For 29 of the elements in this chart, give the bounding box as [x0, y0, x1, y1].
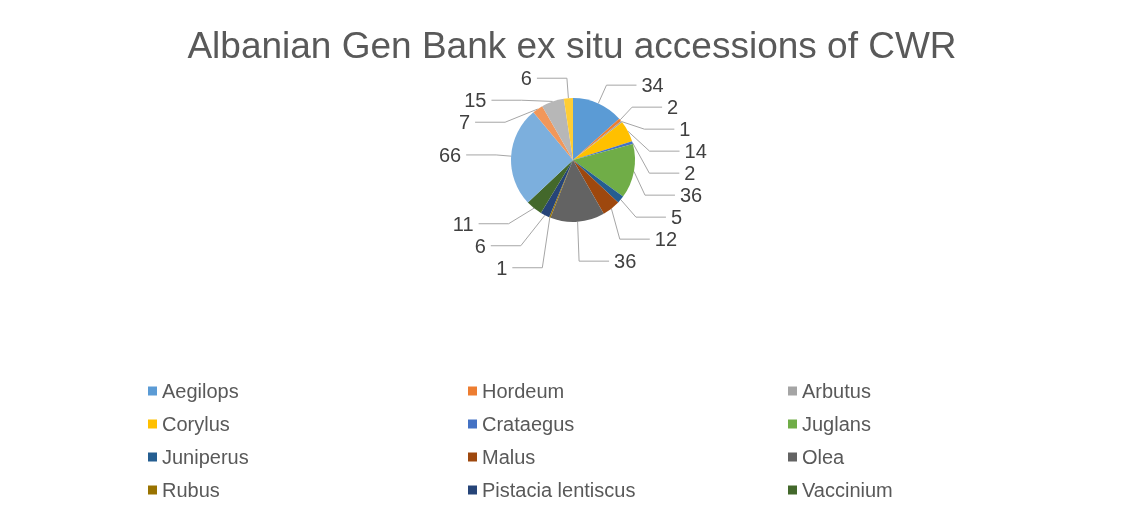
legend-label: Arbutus — [802, 380, 871, 402]
data-label: 15 — [464, 89, 487, 112]
legend-label: Corylus — [162, 413, 230, 435]
data-label: 11 — [452, 212, 474, 235]
legend-label: Vaccinium — [802, 479, 893, 501]
legend-label: Juglans — [802, 413, 871, 435]
data-label: 5 — [670, 206, 683, 229]
legend-label: Rubus — [162, 479, 220, 501]
data-label: 6 — [520, 67, 532, 90]
legend-label: Aegilops — [162, 380, 239, 402]
legend-label: Olea — [802, 446, 846, 468]
data-label: 6 — [474, 234, 486, 257]
data-label: 36 — [614, 250, 637, 273]
data-label: 7 — [458, 111, 471, 134]
data-label: 12 — [654, 228, 678, 251]
data-label: 1 — [679, 118, 691, 141]
legend-label: Pistacia lentiscus — [482, 479, 636, 501]
legend-label: Juniperus — [162, 446, 249, 468]
data-label: 2 — [684, 162, 696, 185]
legend-label: Crataegus — [482, 413, 575, 435]
chart-title: Albanian Gen Bank ex situ accessions of CWR — [187, 25, 957, 66]
data-label: 36 — [679, 184, 703, 207]
data-label: 66 — [438, 143, 462, 166]
data-label: 34 — [641, 74, 664, 97]
data-label: 1 — [496, 256, 508, 279]
data-label: 14 — [684, 140, 707, 163]
legend-label: Malus — [482, 446, 536, 468]
data-label: 2 — [667, 96, 679, 119]
legend-label: Hordeum — [482, 380, 565, 402]
